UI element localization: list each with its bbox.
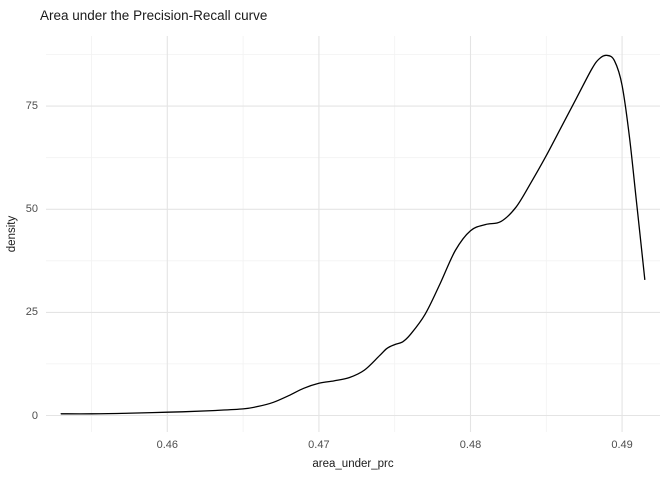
x-axis-label: area_under_prc — [312, 458, 394, 470]
x-tick-label: 0.48 — [459, 439, 482, 451]
x-tick-label: 0.46 — [156, 439, 178, 451]
y-axis-label: density — [6, 215, 18, 253]
y-tick-label: 50 — [25, 203, 38, 216]
y-tick-label: 25 — [25, 306, 38, 319]
density-curve — [60, 54, 646, 415]
density-curve-svg — [46, 36, 660, 432]
y-tick-label: 0 — [31, 409, 38, 422]
y-tick-label: 75 — [25, 100, 38, 113]
chart-title: Area under the Precision-Recall curve — [40, 8, 268, 23]
x-tick-label: 0.49 — [611, 439, 633, 451]
plot-panel — [46, 36, 660, 432]
x-tick-label: 0.47 — [308, 439, 330, 451]
